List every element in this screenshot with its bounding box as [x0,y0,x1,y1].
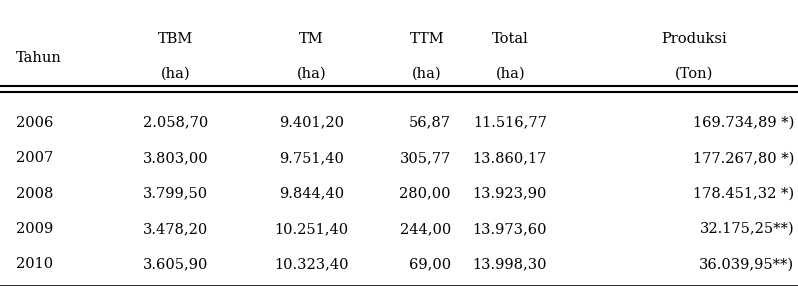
Text: Total: Total [492,32,529,46]
Text: (Ton): (Ton) [675,66,713,80]
Text: 3.799,50: 3.799,50 [143,187,208,200]
Text: Produksi: Produksi [662,32,727,46]
Text: 13.973,60: 13.973,60 [472,222,547,236]
Text: 9.401,20: 9.401,20 [279,116,344,130]
Text: TTM: TTM [409,32,444,46]
Text: 13.998,30: 13.998,30 [472,257,547,271]
Text: 177.267,80 *): 177.267,80 *) [693,151,794,165]
Text: (ha): (ha) [496,66,526,80]
Text: 280,00: 280,00 [399,187,451,200]
Text: 11.516,77: 11.516,77 [472,116,547,130]
Text: 69,00: 69,00 [409,257,451,271]
Text: 2009: 2009 [16,222,53,236]
Text: 2006: 2006 [16,116,53,130]
Text: 36.039,95**): 36.039,95**) [699,257,794,271]
Text: 178.451,32 *): 178.451,32 *) [693,187,794,200]
Text: 3.478,20: 3.478,20 [143,222,208,236]
Text: 2.058,70: 2.058,70 [143,116,208,130]
Text: 3.605,90: 3.605,90 [143,257,208,271]
Text: 10.323,40: 10.323,40 [274,257,349,271]
Text: 9.751,40: 9.751,40 [279,151,344,165]
Text: 13.860,17: 13.860,17 [472,151,547,165]
Text: 2007: 2007 [16,151,53,165]
Text: 244,00: 244,00 [400,222,451,236]
Text: 2008: 2008 [16,187,53,200]
Text: (ha): (ha) [412,66,442,80]
Text: 2010: 2010 [16,257,53,271]
Text: 56,87: 56,87 [409,116,451,130]
Text: 10.251,40: 10.251,40 [275,222,348,236]
Text: 305,77: 305,77 [400,151,451,165]
Text: TBM: TBM [158,32,193,46]
Text: 13.923,90: 13.923,90 [472,187,547,200]
Text: 169.734,89 *): 169.734,89 *) [693,116,794,130]
Text: TM: TM [299,32,323,46]
Text: Tahun: Tahun [16,51,61,65]
Text: 3.803,00: 3.803,00 [143,151,208,165]
Text: (ha): (ha) [160,66,191,80]
Text: (ha): (ha) [296,66,326,80]
Text: 32.175,25**): 32.175,25**) [699,222,794,236]
Text: 9.844,40: 9.844,40 [279,187,344,200]
